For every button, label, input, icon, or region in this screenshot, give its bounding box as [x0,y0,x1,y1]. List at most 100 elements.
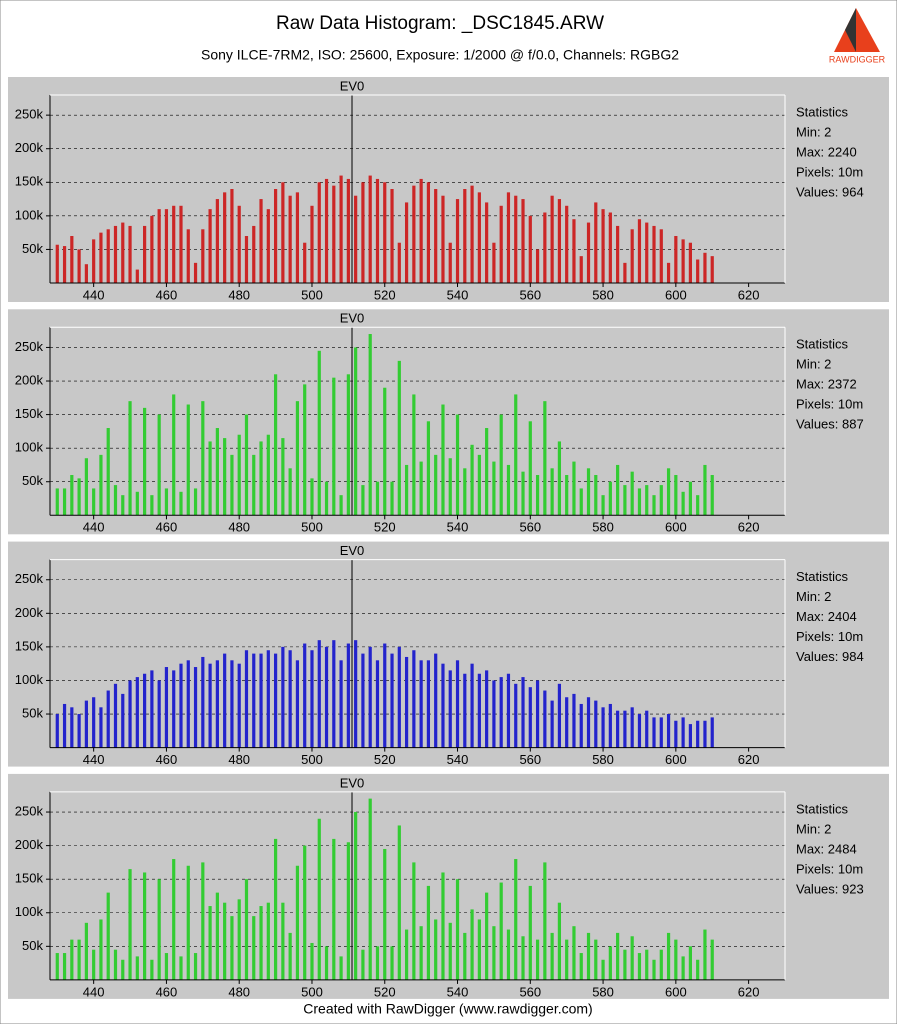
title: Raw Data Histogram: _DSC1845.ARW [276,13,604,34]
bar [164,488,169,516]
x-tick-label: 460 [156,752,178,767]
bar [637,219,642,283]
bar [565,939,569,980]
bar [499,677,503,748]
bar [150,670,154,748]
bar [652,959,656,980]
y-tick-label: 200k [15,372,44,387]
bar [390,189,394,283]
bar [354,640,358,748]
bar [317,818,321,980]
bar [652,717,656,748]
bar [92,949,96,980]
stats-line: Values: 923 [796,881,864,896]
bar [572,693,576,748]
bar [652,225,656,283]
bar [397,242,401,283]
bar [579,703,583,748]
stats-line: Max: 2404 [796,609,857,624]
bar [128,680,132,748]
bar [616,932,620,980]
bar [492,242,496,283]
footer: Created with RawDigger (www.rawdigger.co… [303,1001,592,1017]
bar [223,902,227,980]
bar [317,182,321,283]
bar [455,199,460,283]
bar [193,667,198,748]
bar [659,949,663,980]
bar [681,717,685,748]
ev0-label: EV0 [340,775,365,790]
bar [470,663,474,748]
bar [361,182,365,283]
bar [616,464,620,516]
x-tick-label: 620 [738,752,760,767]
bar [77,714,81,748]
bar [674,236,678,283]
x-tick-label: 440 [83,287,105,302]
bar [477,192,481,283]
panel-background [8,541,889,767]
bar [346,643,350,748]
x-tick-label: 620 [738,984,760,999]
bar [557,199,562,283]
bar [463,673,467,748]
bar [244,879,249,980]
x-tick-label: 520 [374,520,396,535]
stats-line: Pixels: 10m [796,861,863,876]
x-tick-label: 480 [228,287,250,302]
bar [288,468,292,516]
stats-line: Pixels: 10m [796,629,863,644]
bar [579,953,583,980]
x-tick-label: 540 [447,752,469,767]
bar [193,488,198,516]
bar [157,680,161,748]
y-tick-label: 250k [15,571,44,586]
bar [208,906,212,980]
bar [55,714,59,748]
bar [535,475,540,516]
bar [375,660,380,748]
bar [441,872,445,980]
bar [434,189,438,283]
bar [477,454,481,516]
bar [637,488,642,516]
bar [557,441,562,516]
bar [346,178,350,283]
bar [346,374,350,516]
bar [55,953,59,980]
bar [448,922,452,980]
bar [681,239,685,283]
bar [688,481,692,516]
bar [586,697,591,748]
bar [572,461,576,516]
bar [193,262,198,283]
bar [419,461,423,516]
y-tick-label: 50k [22,473,43,488]
bar [397,646,401,748]
x-tick-label: 540 [447,520,469,535]
bar [310,205,314,283]
bar [244,414,249,516]
bar [499,414,503,516]
x-tick-label: 500 [301,287,323,302]
bar [201,656,205,748]
bar [99,232,103,283]
bar [601,707,605,748]
bar [128,869,132,980]
bar [106,892,110,980]
bar [172,394,176,516]
bar [594,475,598,516]
bar [703,464,707,516]
bar [244,650,249,748]
bar [215,892,219,980]
x-tick-label: 600 [665,752,687,767]
bar [244,236,249,283]
bar [666,468,671,516]
bar [630,471,634,516]
x-tick-label: 460 [156,287,178,302]
bar [237,434,241,516]
bar [383,643,387,748]
bar [659,717,663,748]
bar [710,475,714,516]
